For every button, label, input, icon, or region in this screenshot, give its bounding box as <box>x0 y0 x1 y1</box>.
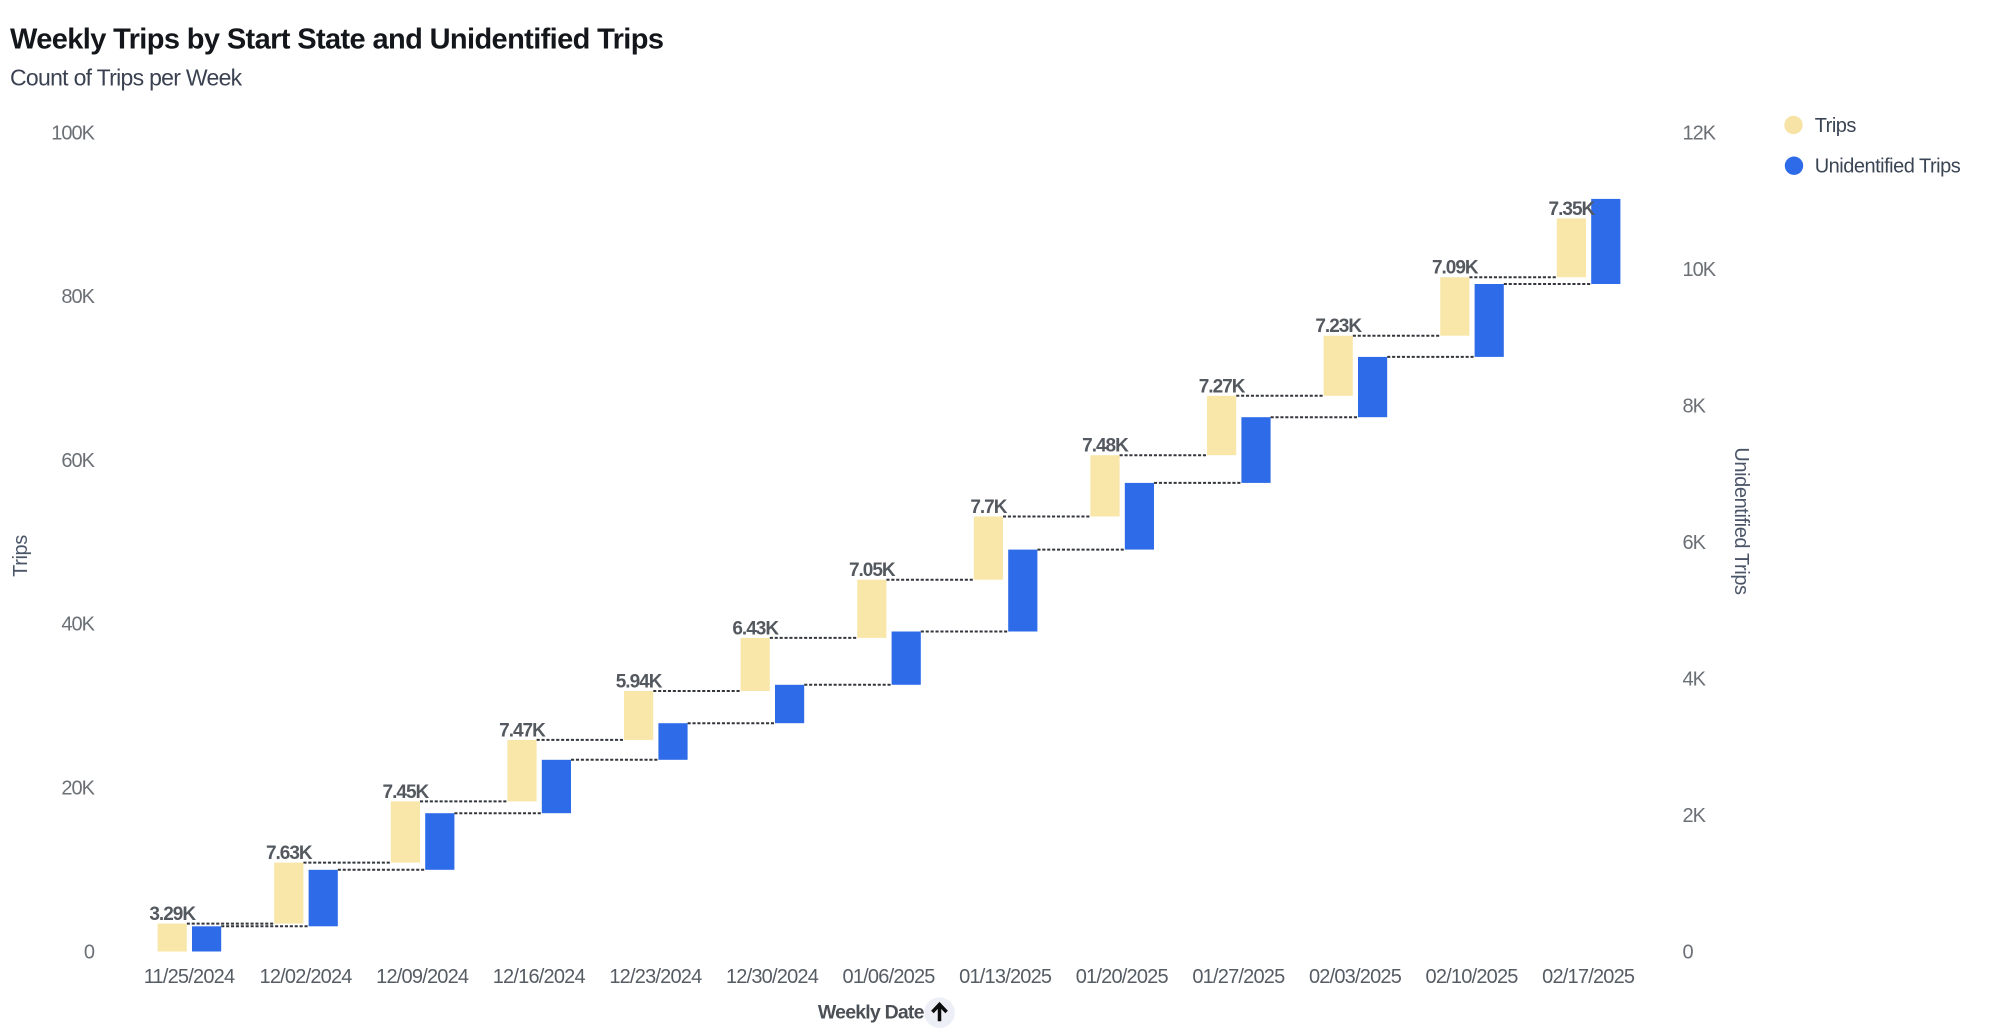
svg-text:3.29K: 3.29K <box>149 904 196 925</box>
svg-text:7.23K: 7.23K <box>1315 316 1362 337</box>
svg-text:6.43K: 6.43K <box>732 618 779 639</box>
svg-text:80K: 80K <box>61 286 95 308</box>
svg-text:7.48K: 7.48K <box>1082 436 1129 457</box>
svg-text:01/27/2025: 01/27/2025 <box>1192 966 1285 988</box>
svg-text:60K: 60K <box>61 450 95 472</box>
svg-text:8K: 8K <box>1683 395 1707 417</box>
svg-text:Count of Trips per Week: Count of Trips per Week <box>10 64 243 90</box>
svg-text:12/30/2024: 12/30/2024 <box>726 966 819 988</box>
svg-text:6K: 6K <box>1683 532 1707 554</box>
svg-text:20K: 20K <box>61 778 95 800</box>
svg-text:Trips: Trips <box>1815 115 1857 137</box>
svg-text:7.45K: 7.45K <box>383 782 430 803</box>
svg-text:12/09/2024: 12/09/2024 <box>376 966 469 988</box>
svg-text:Unidentified Trips: Unidentified Trips <box>1815 156 1961 178</box>
svg-text:Trips: Trips <box>10 535 32 577</box>
svg-text:7.05K: 7.05K <box>849 560 896 581</box>
svg-text:0: 0 <box>1683 941 1694 963</box>
svg-text:7.47K: 7.47K <box>499 720 546 741</box>
svg-text:10K: 10K <box>1683 259 1717 281</box>
svg-text:7.63K: 7.63K <box>266 843 313 864</box>
svg-text:7.27K: 7.27K <box>1199 376 1246 397</box>
svg-text:02/10/2025: 02/10/2025 <box>1426 966 1519 988</box>
svg-text:2K: 2K <box>1683 805 1707 827</box>
svg-text:5.94K: 5.94K <box>616 672 663 693</box>
svg-text:40K: 40K <box>61 614 95 636</box>
svg-text:12/16/2024: 12/16/2024 <box>493 966 586 988</box>
svg-text:12K: 12K <box>1683 122 1717 144</box>
svg-text:Weekly Date: Weekly Date <box>818 1002 925 1024</box>
svg-text:12/23/2024: 12/23/2024 <box>609 966 702 988</box>
svg-text:Weekly Trips by Start State an: Weekly Trips by Start State and Unidenti… <box>10 23 663 55</box>
svg-text:0: 0 <box>84 941 95 963</box>
svg-text:01/06/2025: 01/06/2025 <box>843 966 936 988</box>
svg-text:7.35K: 7.35K <box>1549 199 1596 220</box>
svg-text:100K: 100K <box>51 122 95 144</box>
svg-text:01/13/2025: 01/13/2025 <box>959 966 1052 988</box>
svg-text:02/03/2025: 02/03/2025 <box>1309 966 1402 988</box>
svg-text:02/17/2025: 02/17/2025 <box>1542 966 1635 988</box>
svg-text:12/02/2024: 12/02/2024 <box>260 966 353 988</box>
svg-text:11/25/2024: 11/25/2024 <box>144 966 235 988</box>
svg-text:7.09K: 7.09K <box>1432 258 1479 279</box>
svg-text:7.7K: 7.7K <box>970 497 1007 518</box>
svg-text:Unidentified Trips: Unidentified Trips <box>1730 447 1752 595</box>
svg-text:01/20/2025: 01/20/2025 <box>1076 966 1169 988</box>
svg-text:4K: 4K <box>1683 668 1707 690</box>
